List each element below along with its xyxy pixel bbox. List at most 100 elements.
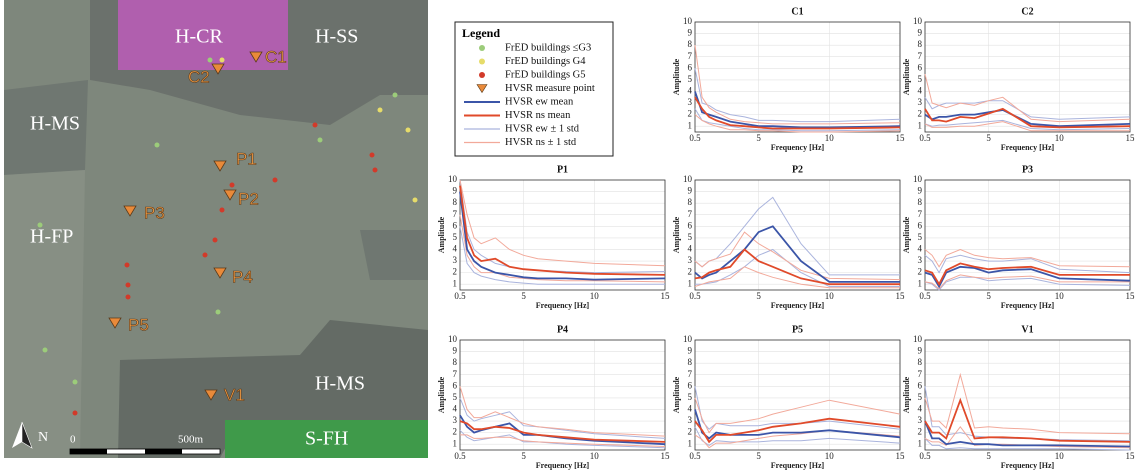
y-axis-label: Amplitude — [437, 216, 446, 253]
chart: P2 12 34 5 67 89 10 0.5 5 10 15 Frequency [Hz] Ampli… — [672, 164, 905, 310]
std-line — [694, 68, 901, 123]
y-tick-label: 5 — [918, 392, 923, 402]
y-tick-label: 6 — [688, 380, 693, 390]
std-line — [459, 179, 666, 267]
y-tick-label: 9 — [688, 346, 693, 356]
y-tick-label: 10 — [913, 16, 923, 26]
y-tick-label: 3 — [918, 255, 923, 265]
y-axis-label: Amplitude — [902, 216, 911, 253]
legend-title: Legend — [462, 26, 500, 40]
zone-area — [225, 420, 428, 458]
chart-title: C1 — [791, 6, 803, 17]
legend: Legend FrED buildings ≤G3 FrED buildings … — [454, 21, 614, 157]
y-axis-label: Amplitude — [672, 216, 681, 253]
x-tick-label: 5 — [521, 451, 526, 461]
mean-line — [459, 420, 666, 443]
y-tick-label: 6 — [688, 220, 693, 230]
y-tick-label: 6 — [453, 220, 458, 230]
y-tick-label: 8 — [918, 197, 923, 207]
x-axis-label: Frequency [Hz] — [536, 301, 590, 310]
x-axis-label: Frequency [Hz] — [536, 461, 590, 470]
y-tick-label: 5 — [453, 392, 458, 402]
y-tick-label: 3 — [688, 97, 693, 107]
x-tick-label: 10 — [825, 291, 835, 301]
x-tick-label: 10 — [1055, 451, 1065, 461]
mean-line — [924, 397, 1131, 443]
y-tick-label: 1 — [688, 120, 693, 130]
scale-label: 0 — [70, 434, 76, 446]
y-tick-label: 2 — [918, 267, 923, 277]
x-tick-label: 0.5 — [689, 451, 701, 461]
legend-label: FrED buildings ≤G3 — [505, 42, 591, 53]
y-tick-label: 8 — [918, 39, 923, 49]
y-tick-label: 3 — [918, 97, 923, 107]
y-tick-label: 5 — [918, 232, 923, 242]
y-axis-label: Amplitude — [672, 376, 681, 413]
std-line — [694, 231, 901, 281]
mean-line — [924, 107, 1131, 129]
y-tick-label: 1 — [688, 438, 693, 448]
y-tick-label: 5 — [688, 392, 693, 402]
x-tick-label: 10 — [590, 291, 600, 301]
x-tick-label: 5 — [986, 451, 991, 461]
x-tick-label: 15 — [1126, 133, 1136, 143]
legend-marker — [479, 72, 485, 78]
legend-label: HVSR ns ± 1 std — [505, 137, 577, 148]
y-tick-label: 3 — [688, 255, 693, 265]
y-tick-label: 5 — [453, 232, 458, 242]
x-tick-label: 15 — [1126, 451, 1136, 461]
y-tick-label: 8 — [453, 197, 458, 207]
mean-line — [924, 265, 1131, 289]
x-axis-label: Frequency [Hz] — [1001, 461, 1055, 470]
x-tick-label: 15 — [896, 451, 906, 461]
std-line — [924, 73, 1131, 123]
y-tick-label: 8 — [688, 39, 693, 49]
y-tick-label: 1 — [918, 278, 923, 288]
mean-line — [694, 96, 901, 130]
legend-label: HVSR ns mean — [505, 110, 571, 121]
y-tick-label: 5 — [688, 232, 693, 242]
y-tick-label: 4 — [688, 244, 693, 254]
std-line — [694, 426, 901, 447]
x-tick-label: 0.5 — [689, 291, 701, 301]
y-axis-label: Amplitude — [672, 58, 681, 95]
legend-label: FrED buildings G5 — [505, 69, 586, 80]
plot-frame — [694, 179, 901, 291]
y-tick-label: 3 — [918, 415, 923, 425]
y-tick-label: 1 — [918, 120, 923, 130]
x-tick-label: 5 — [986, 291, 991, 301]
y-tick-label: 10 — [913, 334, 923, 344]
north-label: N — [38, 430, 48, 445]
y-tick-label: 4 — [918, 86, 923, 96]
plot-frame — [459, 339, 666, 451]
y-tick-label: 10 — [448, 174, 458, 184]
chart: P1 12 34 5 67 89 10 0.5 5 10 15 Frequency [Hz] Ampli… — [437, 164, 670, 310]
y-tick-label: 7 — [918, 51, 923, 61]
x-tick-label: 15 — [661, 291, 671, 301]
y-tick-label: 9 — [918, 28, 923, 38]
y-tick-label: 2 — [688, 109, 693, 119]
mean-line — [694, 248, 900, 286]
y-tick-label: 8 — [688, 357, 693, 367]
legend-label: HVSR ew ± 1 std — [505, 123, 580, 134]
y-tick-label: 10 — [448, 334, 458, 344]
x-tick-label: 10 — [825, 133, 835, 143]
measure-points — [108, 51, 263, 401]
plot-frame — [924, 339, 1131, 451]
point-label: P4 — [232, 267, 253, 286]
mean-line — [694, 417, 901, 444]
x-tick-label: 10 — [1055, 133, 1065, 143]
y-tick-label: 1 — [918, 438, 923, 448]
zone-label: H-MS — [30, 113, 80, 135]
x-axis-label: Frequency [Hz] — [1001, 301, 1055, 310]
x-tick-label: 10 — [825, 451, 835, 461]
x-axis-label: Frequency [Hz] — [1001, 143, 1055, 152]
x-tick-label: 0.5 — [919, 133, 931, 143]
y-tick-label: 7 — [688, 51, 693, 61]
mean-line — [924, 262, 1130, 287]
y-tick-label: 2 — [453, 267, 458, 277]
x-axis-label: Frequency [Hz] — [771, 143, 825, 152]
zone-area — [118, 0, 288, 70]
